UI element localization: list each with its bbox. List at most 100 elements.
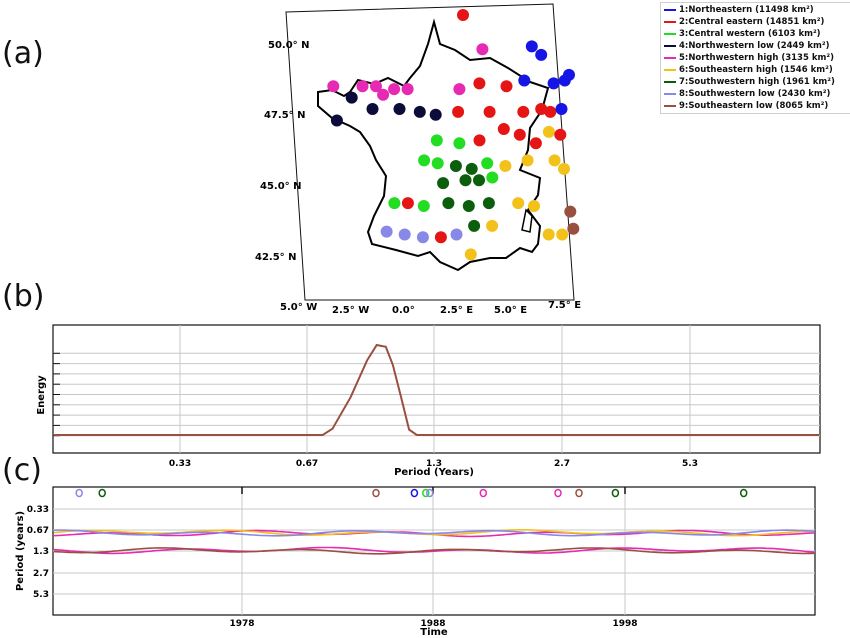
energy-x-tick-label: 1.3 (426, 459, 442, 469)
wavelet-ridge-line (53, 547, 815, 555)
station-marker (528, 200, 540, 212)
station-marker (497, 123, 510, 135)
legend-swatch (664, 20, 676, 23)
station-marker (449, 160, 462, 172)
wavelet-contour (479, 488, 488, 498)
station-marker (450, 228, 463, 241)
energy-x-tick-label: 0.67 (296, 459, 318, 469)
station-marker (486, 171, 499, 184)
station-marker (542, 125, 555, 138)
station-marker (500, 80, 513, 93)
wavelet-contour (98, 488, 106, 498)
station-marker (542, 228, 555, 241)
station-marker (499, 160, 512, 172)
station-marker (401, 197, 414, 210)
wavelet-contour (425, 488, 434, 498)
station-marker (398, 228, 411, 241)
legend-swatch (664, 44, 676, 47)
station-marker (437, 177, 450, 190)
energy-x-tick-label: 0.33 (169, 459, 191, 469)
station-marker (465, 162, 478, 175)
legend-label: 1:Northeastern (11498 km²) (679, 4, 814, 15)
wavelet-x-tick-label: 1998 (612, 619, 637, 629)
station-marker (558, 162, 570, 175)
lat-tick-label: 45.0° N (260, 181, 302, 192)
station-marker (525, 40, 538, 53)
legend-entry: 5:Northwestern high (3135 km²) (664, 52, 834, 63)
wavelet-contour (554, 488, 562, 498)
legend-swatch (664, 8, 676, 11)
lon-tick-label: 5.0° E (494, 305, 527, 316)
station-marker (417, 200, 430, 212)
wavelet-y-tick-label: 1.3 (33, 547, 49, 557)
station-marker (567, 222, 580, 235)
station-marker (457, 9, 469, 21)
station-marker (564, 205, 577, 218)
station-marker (521, 154, 534, 167)
station-marker (512, 197, 525, 210)
legend-label: 3:Central western (6103 km²) (679, 28, 821, 39)
station-marker (452, 105, 465, 118)
station-marker (459, 174, 472, 187)
station-marker (388, 83, 401, 96)
legend-entry: 7:Southwestern high (1961 km²) (664, 76, 835, 87)
wavelet-contour (611, 488, 620, 498)
station-marker (393, 103, 406, 115)
legend-entry: 3:Central western (6103 km²) (664, 28, 821, 39)
panel-label-a: (a) (2, 36, 44, 71)
station-marker (473, 174, 485, 187)
time-x-label: Time (420, 627, 448, 638)
period-x-label: Period (Years) (394, 467, 474, 478)
legend-label: 5:Northwestern high (3135 km²) (679, 52, 834, 63)
legend-swatch (664, 92, 676, 95)
wavelet-contour (372, 488, 380, 498)
legend-swatch (664, 68, 676, 71)
energy-x-tick-label: 5.3 (682, 459, 698, 469)
station-marker (356, 80, 369, 93)
station-marker (418, 154, 431, 167)
legend-entry: 9:Southeastern low (8065 km²) (664, 100, 828, 111)
lon-tick-label: 2.5° W (332, 305, 369, 316)
legend-entry: 2:Central eastern (14851 km²) (664, 16, 824, 27)
station-marker (345, 91, 358, 104)
station-marker (535, 48, 548, 61)
station-marker (517, 105, 530, 118)
energy-y-label: Energy (36, 375, 47, 415)
station-marker (555, 103, 568, 115)
station-marker (544, 105, 557, 118)
legend-entry: 8:Southwestern low (2430 km²) (664, 88, 830, 99)
station-marker (556, 228, 569, 241)
station-marker (453, 83, 466, 96)
station-marker (518, 74, 531, 87)
station-marker (482, 197, 495, 210)
lon-tick-label: 7.5° E (548, 300, 581, 311)
station-marker (473, 77, 486, 90)
wavelet-y-tick-label: 5.3 (33, 590, 49, 600)
energy-spectrum-panel: 0.33 0.67 1.3 2.7 5.3 Energy Period (Years) (36, 324, 821, 478)
station-marker (453, 137, 466, 150)
legend-label: 6:Southeastern high (1546 km²) (679, 64, 833, 75)
station-marker (401, 83, 414, 96)
station-marker (476, 43, 489, 56)
wavelet-y-tick-label: 0.67 (27, 526, 49, 536)
lon-tick-label: 2.5° E (440, 305, 473, 316)
lon-tick-label: 5.0° W (280, 302, 317, 313)
station-marker (513, 128, 526, 141)
station-marker (380, 225, 393, 238)
wavelet-x-tick-label: 1978 (229, 619, 254, 629)
legend-label: 9:Southeastern low (8065 km²) (679, 100, 829, 111)
wavelet-ridge-line (53, 529, 815, 537)
station-marker (366, 103, 379, 115)
legend-label: 4:Northwestern low (2449 km²) (679, 40, 830, 51)
station-marker (413, 105, 426, 118)
station-marker (558, 74, 571, 87)
energy-x-tick-label: 2.7 (554, 459, 570, 469)
lat-tick-label: 47.5° N (264, 110, 306, 121)
legend-swatch (664, 80, 676, 83)
legend-swatch (664, 56, 676, 59)
wavelet-contour (739, 488, 748, 498)
station-marker (548, 154, 561, 167)
station-marker (388, 197, 401, 210)
station-marker (330, 114, 343, 127)
